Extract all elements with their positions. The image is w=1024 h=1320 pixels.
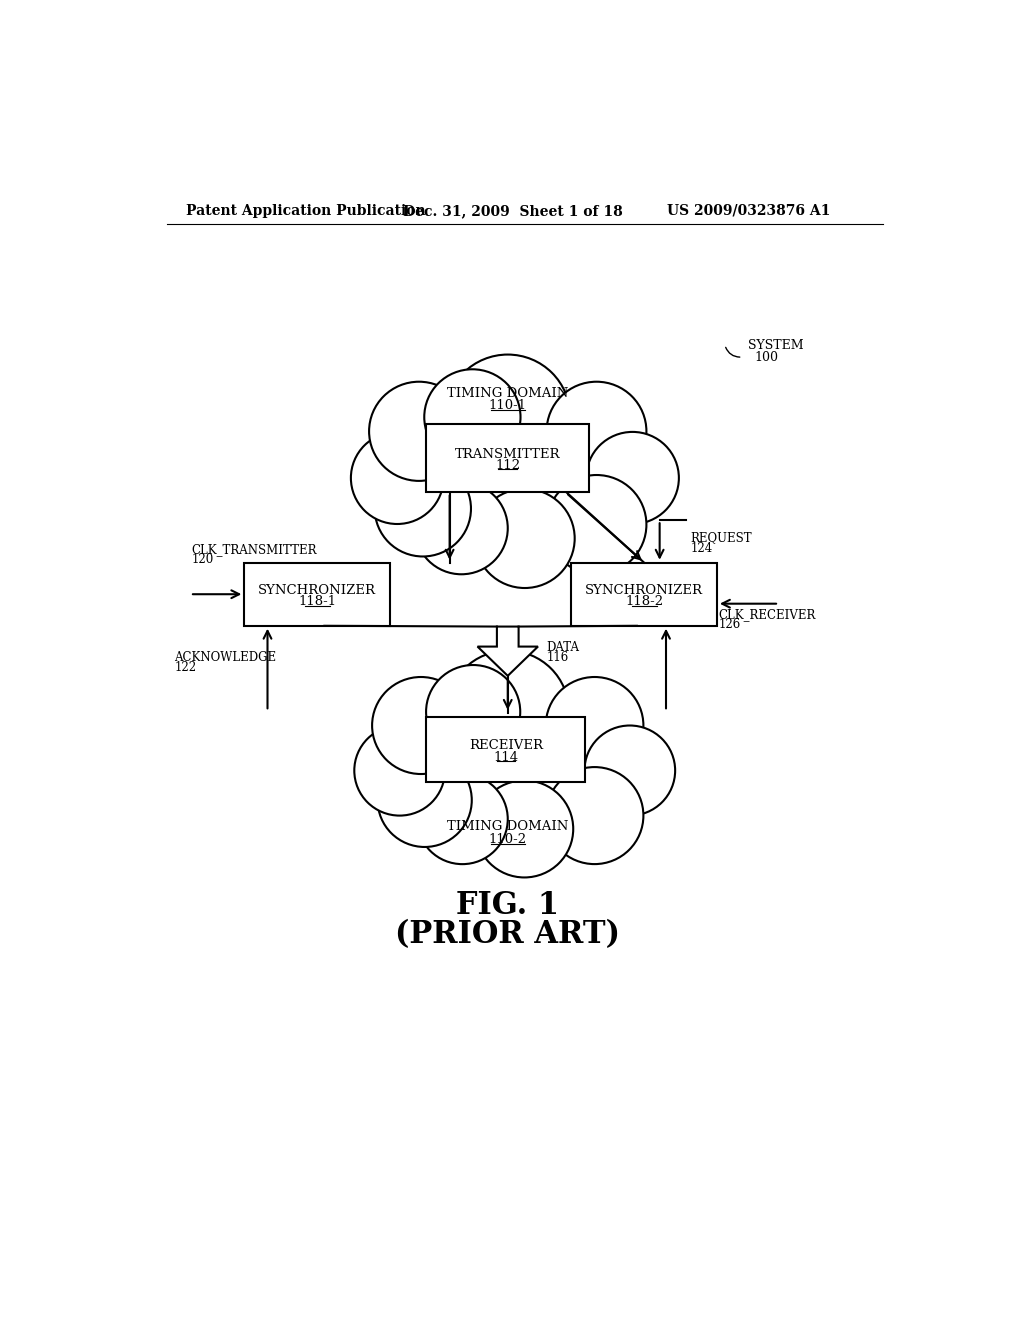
Circle shape <box>372 677 470 774</box>
Text: US 2009/0323876 A1: US 2009/0323876 A1 <box>667 203 830 218</box>
Text: SYSTEM: SYSTEM <box>748 339 804 352</box>
Text: Patent Application Publication: Patent Application Publication <box>186 203 426 218</box>
Text: ACKNOWLEDGE: ACKNOWLEDGE <box>174 651 276 664</box>
Circle shape <box>546 767 643 865</box>
Text: FIG. 1: FIG. 1 <box>457 890 559 921</box>
Circle shape <box>354 726 445 816</box>
Circle shape <box>351 432 443 524</box>
Text: TRANSMITTER: TRANSMITTER <box>455 447 560 461</box>
Circle shape <box>369 381 469 480</box>
Circle shape <box>378 754 472 847</box>
Circle shape <box>375 461 471 557</box>
Circle shape <box>475 780 573 878</box>
FancyBboxPatch shape <box>426 717 586 781</box>
FancyBboxPatch shape <box>245 562 390 626</box>
Circle shape <box>445 355 570 479</box>
Polygon shape <box>477 627 538 676</box>
Text: 100: 100 <box>755 351 778 363</box>
Text: (PRIOR ART): (PRIOR ART) <box>395 919 621 950</box>
FancyBboxPatch shape <box>571 562 717 626</box>
Text: 118-1: 118-1 <box>298 595 336 609</box>
Circle shape <box>426 665 520 759</box>
Text: 110-1: 110-1 <box>488 399 526 412</box>
Text: TIMING DOMAIN: TIMING DOMAIN <box>447 820 568 833</box>
Text: TIMING DOMAIN: TIMING DOMAIN <box>447 387 568 400</box>
Text: DATA: DATA <box>547 640 580 653</box>
Ellipse shape <box>366 395 650 562</box>
Text: Dec. 31, 2009  Sheet 1 of 18: Dec. 31, 2009 Sheet 1 of 18 <box>403 203 623 218</box>
Ellipse shape <box>369 689 647 851</box>
Text: REQUEST: REQUEST <box>690 532 753 545</box>
Circle shape <box>586 432 679 524</box>
Text: 118-2: 118-2 <box>625 595 664 609</box>
Text: 110-2: 110-2 <box>488 833 526 846</box>
Circle shape <box>417 774 508 865</box>
Text: 114: 114 <box>494 751 518 763</box>
Circle shape <box>547 475 646 574</box>
Text: RECEIVER: RECEIVER <box>469 739 543 752</box>
Text: 112: 112 <box>496 459 520 473</box>
Text: CLK_RECEIVER: CLK_RECEIVER <box>719 607 816 620</box>
Text: 116: 116 <box>547 651 568 664</box>
Circle shape <box>585 726 675 816</box>
FancyBboxPatch shape <box>426 424 589 492</box>
Text: SYNCHRONIZER: SYNCHRONIZER <box>258 583 376 597</box>
Circle shape <box>475 488 574 587</box>
Text: 122: 122 <box>174 661 197 675</box>
Text: 124: 124 <box>690 541 713 554</box>
Circle shape <box>547 381 646 480</box>
Circle shape <box>415 482 508 574</box>
Text: CLK_TRANSMITTER: CLK_TRANSMITTER <box>191 543 317 556</box>
Circle shape <box>424 370 520 465</box>
Text: 120: 120 <box>191 553 214 566</box>
Text: SYNCHRONIZER: SYNCHRONIZER <box>585 583 703 597</box>
Text: 126: 126 <box>719 618 740 631</box>
Circle shape <box>546 677 643 774</box>
Circle shape <box>446 651 568 772</box>
